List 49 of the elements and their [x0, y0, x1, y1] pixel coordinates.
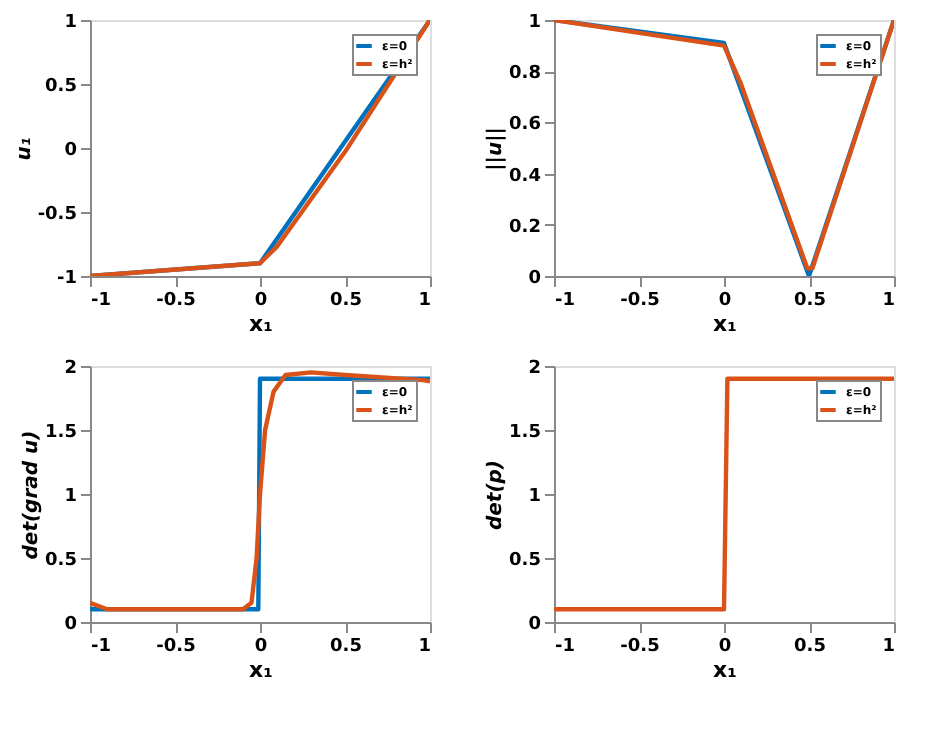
y-tick-label: 0: [528, 269, 541, 289]
x-tick-label: 0.5: [330, 637, 362, 657]
y-tick-label: 0: [64, 615, 77, 635]
y-tick-label: -1: [57, 269, 77, 289]
y-tick-label: 2: [64, 359, 77, 379]
x-tick-label: 1: [882, 291, 895, 311]
y-tick-label: 0.4: [509, 166, 541, 187]
y-tick-label: 1: [528, 13, 541, 33]
x-tick-label: 1: [418, 291, 431, 311]
x-tick-label: 0.5: [330, 291, 362, 311]
y-axis-title: det(p): [485, 459, 508, 531]
x-tick-label: 0: [254, 291, 268, 311]
y-tick-label: 1: [64, 487, 77, 507]
y-axis-title: det(grad u): [21, 430, 44, 560]
x-tick-label: -1: [555, 637, 575, 657]
x-tick-label: 1: [418, 637, 431, 657]
y-tick-label: 1: [528, 487, 541, 507]
x-tick-label: 0.5: [794, 637, 826, 657]
x-tick-label: -0.5: [620, 637, 660, 657]
y-tick-label: 1.5: [509, 423, 541, 443]
x-axis-title: x₁: [713, 657, 738, 683]
y-tick-label: 0.6: [509, 115, 541, 136]
x-axis-title: x₁: [249, 311, 274, 337]
x-tick-label: -0.5: [156, 291, 196, 311]
y-tick-label: 0.8: [509, 64, 541, 85]
x-tick-label: 0: [254, 637, 268, 657]
y-tick-label: 0.2: [509, 217, 541, 238]
y-tick-label: 0.5: [45, 77, 77, 97]
y-tick-label: 0: [64, 141, 77, 161]
x-tick-label: 1: [882, 637, 895, 657]
x-tick-label: -0.5: [620, 291, 660, 311]
x-axis-title: x₁: [713, 311, 738, 337]
x-tick-label: -0.5: [156, 637, 196, 657]
y-axis-title: ||u||: [485, 127, 508, 171]
y-tick-label: 1.5: [45, 423, 77, 443]
x-tick-label: 0: [718, 637, 732, 657]
y-tick-label: 0.5: [45, 551, 77, 571]
y-tick-label: 0: [528, 615, 541, 635]
x-tick-label: 0.5: [794, 291, 826, 311]
y-tick-label: -0.5: [37, 205, 77, 225]
x-tick-label: -1: [555, 291, 575, 311]
x-tick-label: -1: [91, 637, 111, 657]
y-tick-label: 2: [528, 359, 541, 379]
y-tick-label: 0.5: [509, 551, 541, 571]
x-tick-label: 0: [718, 291, 732, 311]
x-tick-label: -1: [91, 291, 111, 311]
x-axis-title: x₁: [249, 657, 274, 683]
y-tick-label: 1: [64, 13, 77, 33]
y-axis-title: u₁: [13, 137, 36, 161]
